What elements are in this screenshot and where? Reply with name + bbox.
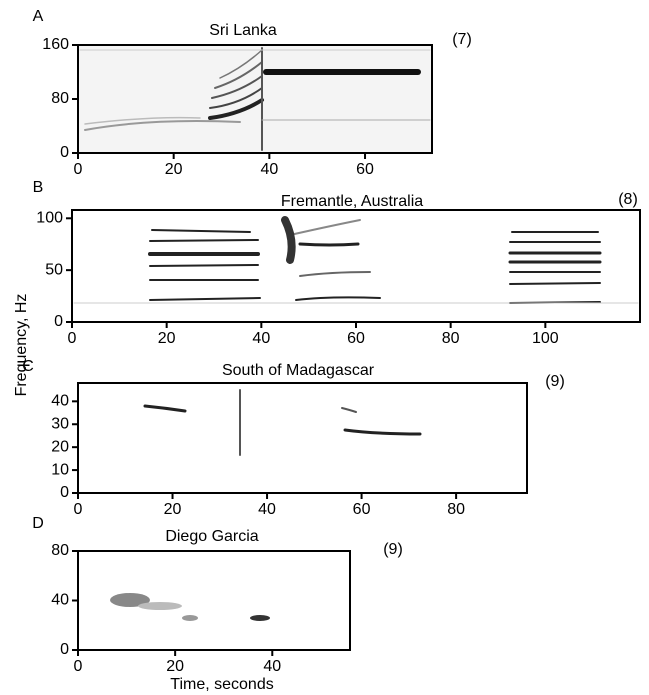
blob [138, 602, 182, 610]
y-tick-label: 80 [51, 542, 69, 559]
x-tick-label: 60 [353, 501, 371, 518]
y-tick-label: 20 [51, 438, 69, 455]
y-tick-label: 0 [60, 484, 69, 501]
y-axis-label: Frequency, Hz [13, 294, 30, 397]
streak [143, 404, 187, 413]
streak [84, 120, 241, 131]
streak [208, 98, 264, 120]
panel-title: Diego Garcia [165, 528, 258, 545]
panel-label: B [33, 179, 44, 196]
streak [341, 407, 357, 413]
x-tick-label: 40 [260, 161, 278, 178]
x-tick-label: 0 [74, 161, 83, 178]
panel-title: South of Madagascar [222, 362, 375, 379]
x-tick-label: 0 [68, 330, 77, 347]
x-tick-label: 20 [166, 658, 184, 675]
y-tick-label: 0 [60, 641, 69, 658]
harmonics [148, 219, 602, 304]
x-tick-label: 20 [158, 330, 176, 347]
y-tick-label: 30 [51, 415, 69, 432]
y-tick-label: 0 [54, 313, 63, 330]
streak [84, 116, 201, 125]
blob [110, 593, 150, 607]
panel-note: (7) [452, 31, 472, 48]
x-tick-label: 40 [258, 501, 276, 518]
streak [211, 75, 263, 99]
panel-title: Sri Lanka [209, 22, 277, 39]
y-tick-label: 100 [36, 210, 63, 227]
y-tick-label: 160 [42, 36, 69, 53]
x-tick-label: 0 [74, 658, 83, 675]
x-axis-label: Time, seconds [170, 676, 273, 693]
panel-label: D [32, 515, 44, 532]
spectrogram-bg [79, 46, 431, 152]
panel-note: (9) [545, 373, 565, 390]
panel-title: Fremantle, Australia [281, 193, 423, 210]
streak [281, 216, 296, 264]
y-tick-label: 40 [51, 393, 69, 410]
y-tick-label: 50 [45, 261, 63, 278]
blob [250, 615, 270, 621]
x-tick-label: 20 [164, 501, 182, 518]
spectrogram-texture [73, 46, 639, 621]
x-tick-label: 20 [165, 161, 183, 178]
x-tick-label: 0 [74, 501, 83, 518]
streak [214, 61, 263, 89]
x-tick-label: 80 [442, 330, 460, 347]
streak [343, 428, 422, 436]
x-tick-label: 60 [347, 330, 365, 347]
y-tick-label: 10 [51, 461, 69, 478]
streak [209, 87, 263, 109]
panel-label: A [33, 8, 44, 25]
y-tick-label: 40 [51, 592, 69, 609]
x-tick-label: 40 [263, 658, 281, 675]
y-tick-label: 0 [60, 144, 69, 161]
panel-label: C [22, 358, 34, 375]
streak [219, 49, 263, 79]
x-tick-label: 100 [532, 330, 559, 347]
x-tick-label: 40 [252, 330, 270, 347]
panel-note: (9) [383, 541, 403, 558]
blob [182, 615, 198, 621]
panel-note: (8) [618, 191, 638, 208]
x-tick-label: 80 [447, 501, 465, 518]
y-tick-label: 80 [51, 90, 69, 107]
plot-frame [77, 382, 528, 494]
x-tick-label: 60 [356, 161, 374, 178]
